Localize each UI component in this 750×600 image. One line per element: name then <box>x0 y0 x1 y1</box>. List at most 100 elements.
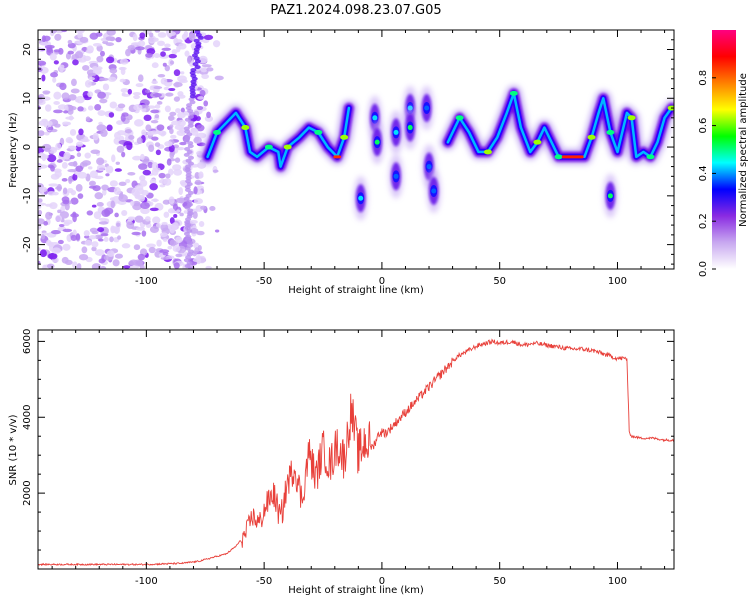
noise-speck <box>150 109 160 114</box>
colorbar-tick-label: 0.6 <box>698 118 709 134</box>
noise-speck <box>62 121 70 126</box>
noise-speck <box>169 239 176 247</box>
y-tick-label: -20 <box>22 236 33 252</box>
noise-band <box>184 226 191 231</box>
blob-peak <box>393 129 399 135</box>
noise-speck <box>134 215 144 223</box>
noise-speck <box>121 209 128 217</box>
noise-speck <box>114 227 120 234</box>
noise-speck <box>38 198 43 203</box>
noise-speck <box>70 234 78 241</box>
noise-band <box>185 173 192 178</box>
noise-speck <box>164 65 170 72</box>
noise-speck <box>169 217 175 225</box>
noise-speck <box>41 74 46 82</box>
noise-speck <box>139 179 148 187</box>
noise-speck <box>166 158 172 166</box>
noise-speck <box>118 194 128 202</box>
x-tick-label: 50 <box>493 576 506 587</box>
noise-speck <box>121 112 129 117</box>
noise-speck <box>55 142 62 151</box>
noise-speck <box>159 184 166 188</box>
noise-speck <box>129 265 140 269</box>
noise-speck <box>165 92 174 97</box>
snr-x-ticks: -100 -50 0 50 100 <box>51 330 666 587</box>
noise-speck <box>53 101 60 105</box>
noise-speck <box>169 60 175 65</box>
noise-speck <box>77 31 83 39</box>
noise-speck <box>180 71 185 75</box>
noise-speck <box>132 92 141 96</box>
noise-speck <box>47 126 54 131</box>
noise-speck <box>173 96 181 102</box>
noise-speck <box>196 230 205 236</box>
noise-speck <box>192 211 198 219</box>
noise-speck <box>199 89 206 97</box>
noise-speck <box>146 243 156 248</box>
noise-speck <box>176 129 186 136</box>
noise-speck <box>98 221 109 225</box>
noise-speck <box>55 214 62 223</box>
noise-speck <box>45 203 53 207</box>
noise-speck <box>88 166 93 170</box>
noise-speck <box>174 157 181 163</box>
noise-speck <box>88 235 97 240</box>
noise-speck <box>96 44 103 52</box>
noise-speck <box>82 65 90 71</box>
noise-speck <box>178 187 184 196</box>
ridge-left-hotspot <box>314 129 323 135</box>
noise-speck <box>47 120 53 127</box>
noise-speck <box>117 103 126 109</box>
noise-speck <box>38 209 43 216</box>
noise-speck <box>85 116 91 122</box>
noise-speck <box>161 47 172 51</box>
blob-peak <box>424 105 430 111</box>
noise-speck <box>122 265 131 269</box>
noise-speck <box>114 253 123 259</box>
noise-speck <box>46 154 57 163</box>
y-tick-label: 0 <box>22 144 33 150</box>
noise-speck <box>203 100 209 107</box>
noise-speck <box>154 30 161 33</box>
noise-band <box>185 158 192 163</box>
noise-speck <box>201 64 212 68</box>
noise-speck <box>99 50 105 57</box>
noise-speck <box>38 247 41 251</box>
noise-speck <box>173 82 183 88</box>
noise-speck <box>109 68 118 74</box>
noise-speck <box>111 154 116 163</box>
noise-speck <box>106 250 115 257</box>
noise-speck <box>200 205 207 210</box>
noise-speck <box>193 136 202 144</box>
noise-speck <box>190 127 199 136</box>
ridge-right <box>439 85 674 165</box>
chart-title: PAZ1.2024.098.23.07.G05 <box>270 3 441 18</box>
noise-speck <box>96 55 104 63</box>
noise-band <box>186 149 193 154</box>
noise-speck <box>206 67 214 72</box>
noise-speck <box>149 178 157 185</box>
noise-speck <box>49 202 58 210</box>
noise-band <box>184 147 191 152</box>
noise-speck <box>193 186 198 195</box>
noise-speck <box>110 200 116 209</box>
spectrogram-x-ticks: -100 -50 0 50 100 <box>51 30 666 287</box>
y-tick-label: 20 <box>22 43 33 56</box>
noise-speck <box>81 246 88 254</box>
noise-speck <box>200 67 208 73</box>
noise-speck <box>184 50 190 57</box>
noise-speck <box>38 164 48 169</box>
noise-speck <box>151 161 159 170</box>
noise-speck <box>164 43 171 48</box>
noise-speck <box>197 244 202 251</box>
spectrogram-plot-area <box>38 30 674 269</box>
noise-speck <box>78 253 89 261</box>
noise-speck <box>115 37 122 43</box>
noise-speck <box>63 221 70 227</box>
noise-speck <box>100 129 108 137</box>
noise-speck <box>151 168 159 176</box>
noise-speck <box>212 40 221 48</box>
noise-band <box>190 67 197 72</box>
